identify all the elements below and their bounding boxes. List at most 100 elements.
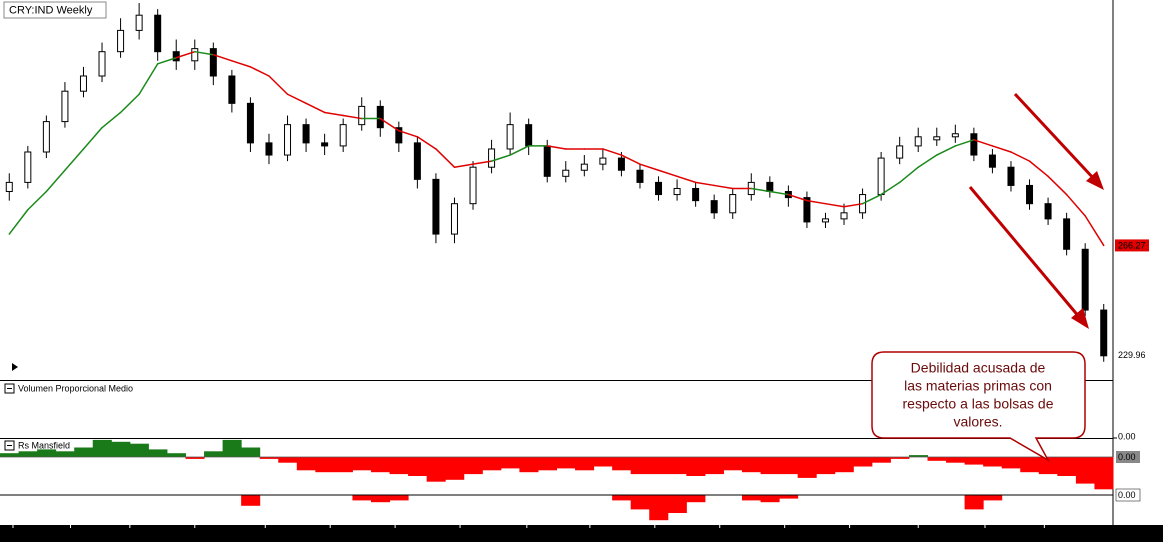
candle-body bbox=[1100, 309, 1108, 357]
moving-average bbox=[1028, 160, 1049, 178]
moving-average bbox=[954, 139, 975, 147]
rs-bar bbox=[1001, 457, 1021, 469]
moving-average bbox=[509, 145, 530, 156]
candle-body bbox=[803, 197, 811, 223]
candle-body bbox=[5, 181, 13, 193]
candle-body bbox=[98, 51, 106, 77]
candle-body bbox=[525, 124, 533, 147]
moving-average bbox=[249, 66, 270, 77]
moving-average bbox=[657, 169, 678, 178]
x-tick-label: oct-13 bbox=[772, 527, 797, 537]
rs-bar bbox=[593, 457, 613, 467]
moving-average bbox=[1010, 151, 1031, 162]
rs-bar bbox=[129, 443, 149, 457]
rs-bar bbox=[667, 457, 687, 475]
moving-average bbox=[769, 190, 790, 196]
candle-body bbox=[933, 136, 941, 141]
rs-bar bbox=[333, 457, 353, 473]
candle-body bbox=[172, 51, 180, 62]
x-tick-label: jul-14 bbox=[973, 527, 996, 537]
candle-body bbox=[265, 142, 273, 156]
arrow bbox=[968, 186, 1082, 319]
lower-bar bbox=[371, 495, 391, 503]
title-box bbox=[3, 1, 107, 19]
moving-average bbox=[806, 199, 827, 205]
rs-bar bbox=[389, 457, 409, 475]
candle-body bbox=[413, 142, 421, 180]
rs-bar bbox=[742, 457, 762, 473]
candle-body bbox=[1026, 184, 1034, 205]
candle-body bbox=[506, 124, 514, 150]
candle-body bbox=[358, 105, 366, 126]
rs-bar bbox=[519, 457, 539, 473]
moving-average bbox=[379, 117, 400, 132]
candle-body bbox=[636, 169, 644, 183]
x-tick-label: ene-14 bbox=[836, 527, 864, 537]
rs-bar bbox=[445, 457, 465, 480]
ma-last-label: 266.27 bbox=[1118, 240, 1146, 250]
x-tick-label: ene-12 bbox=[316, 527, 344, 537]
close-last-label: 229.96 bbox=[1118, 350, 1146, 360]
candle-body bbox=[432, 178, 440, 235]
moving-average bbox=[917, 154, 938, 168]
lower-bar bbox=[760, 495, 780, 503]
candle-body bbox=[246, 102, 254, 144]
moving-average bbox=[398, 129, 419, 138]
x-axis-bar bbox=[0, 525, 1163, 542]
moving-average bbox=[861, 193, 882, 205]
moving-average bbox=[453, 163, 474, 168]
tick-label-box bbox=[1116, 451, 1140, 463]
candle-body bbox=[469, 166, 477, 205]
candle-body bbox=[42, 121, 50, 153]
rs-bar bbox=[908, 455, 928, 457]
candle-body bbox=[321, 142, 329, 147]
rs-bar bbox=[463, 457, 483, 475]
lower-bar bbox=[983, 495, 1003, 501]
moving-average bbox=[416, 136, 437, 150]
moving-average bbox=[305, 102, 326, 114]
rs-bar bbox=[983, 457, 1003, 467]
x-tick-label: ene-11 bbox=[57, 527, 84, 537]
rs-bar bbox=[779, 457, 799, 475]
moving-average bbox=[268, 75, 289, 95]
rs-bar bbox=[1094, 457, 1114, 490]
candle-body bbox=[79, 75, 87, 92]
moving-average bbox=[602, 148, 623, 156]
moving-average bbox=[138, 63, 159, 95]
y-tick-label: 0.00 bbox=[1118, 490, 1136, 500]
rs-bar bbox=[1075, 457, 1095, 484]
moving-average bbox=[101, 111, 122, 129]
rs-bar bbox=[204, 451, 224, 457]
candle-body bbox=[729, 194, 737, 214]
lower-bar bbox=[630, 495, 650, 510]
annotation-line: Debilidad acusada de bbox=[911, 360, 1046, 376]
x-tick-label: oct-12 bbox=[514, 527, 539, 537]
candle-body bbox=[896, 145, 904, 159]
candle-body bbox=[599, 157, 607, 165]
candle-body bbox=[543, 145, 551, 177]
moving-average bbox=[1047, 175, 1068, 196]
annotation-line: valores. bbox=[953, 414, 1002, 430]
moving-average bbox=[8, 209, 29, 235]
candle-body bbox=[988, 154, 996, 168]
candle-body bbox=[376, 105, 384, 129]
x-tick-label: ene-13 bbox=[576, 527, 604, 537]
lower-bar bbox=[667, 495, 687, 513]
candle-body bbox=[284, 124, 292, 156]
moving-average bbox=[546, 145, 567, 150]
moving-average bbox=[342, 114, 363, 120]
rs-bar bbox=[278, 457, 298, 463]
moving-average bbox=[824, 202, 845, 208]
moving-average bbox=[175, 50, 196, 59]
moving-average bbox=[973, 139, 994, 147]
moving-average bbox=[64, 148, 85, 171]
candle-body bbox=[970, 133, 978, 156]
moving-average bbox=[82, 126, 103, 150]
candle-body bbox=[692, 187, 700, 202]
annotation-line: las materias primas con bbox=[904, 378, 1052, 394]
rs-bar bbox=[500, 457, 520, 469]
x-tick-label: 10 bbox=[8, 527, 18, 537]
rs-bar bbox=[408, 457, 428, 476]
panel-title: Volumen Proporcional Medio bbox=[18, 383, 133, 393]
